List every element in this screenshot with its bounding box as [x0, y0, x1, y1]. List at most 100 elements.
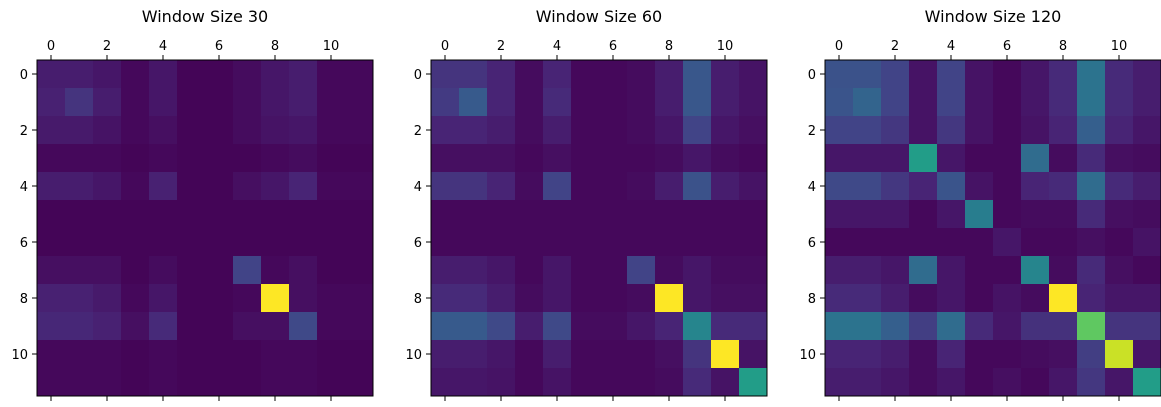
heatmap-panel-3: Window Size 120 0 2 4 6 8 10 0 2 4 6 8 10: [799, 7, 1161, 401]
heatmap-cell: [965, 228, 994, 257]
heatmap-cell: [739, 144, 768, 173]
heatmap-cell: [655, 60, 684, 89]
plot-frame: [824, 59, 1161, 397]
heatmap-cell: [571, 312, 600, 341]
heatmap-cell: [1105, 144, 1134, 173]
heatmap-cell: [683, 228, 712, 257]
heatmap-cell: [711, 256, 740, 285]
heatmap-cell: [1133, 172, 1161, 201]
heatmap-cell: [711, 284, 740, 313]
heatmap-cell: [93, 200, 122, 229]
heatmap-cell: [65, 312, 94, 341]
heatmap-cell: [627, 340, 656, 369]
heatmap-cell: [205, 172, 234, 201]
heatmap-cell: [1049, 172, 1078, 201]
heatmap-cell: [261, 368, 290, 397]
heatmap-cell: [881, 144, 910, 173]
heatmap-cell: [65, 200, 94, 229]
heatmap-cell: [345, 284, 374, 313]
x-tick-label: 0: [835, 39, 843, 54]
heatmap-cell: [345, 312, 374, 341]
heatmap-cell: [881, 200, 910, 229]
heatmap-cell: [965, 312, 994, 341]
heatmap-cell: [93, 368, 122, 397]
heatmap-cell: [487, 340, 516, 369]
heatmap-panel-1: Window Size 30 0 2 4 6 8 10 0 2 4 6 8 10: [11, 7, 374, 401]
chart-title: Window Size 30: [142, 7, 268, 26]
heatmap-cell: [1133, 312, 1161, 341]
y-tick-label: 8: [414, 292, 422, 307]
heatmap-cell: [655, 200, 684, 229]
heatmap-cell: [1077, 340, 1106, 369]
heatmap-cell: [711, 368, 740, 397]
heatmap-cell: [1021, 116, 1050, 145]
heatmap-cell: [825, 172, 854, 201]
x-tick-label: 6: [215, 39, 223, 54]
heatmap-cell: [459, 144, 488, 173]
heatmap-cell: [627, 284, 656, 313]
heatmap-cell: [177, 60, 206, 89]
heatmap-cell: [37, 144, 66, 173]
heatmap-cell: [121, 200, 150, 229]
heatmap-cell: [1133, 284, 1161, 313]
heatmap-cell: [627, 60, 656, 89]
heatmap-cell: [683, 256, 712, 285]
x-tick-label: 0: [47, 39, 55, 54]
heatmap-cell: [965, 368, 994, 397]
y-tick-label: 10: [799, 348, 816, 363]
heatmap-cell: [233, 116, 262, 145]
chart-title: Window Size 120: [925, 7, 1062, 26]
heatmap-cell: [1133, 116, 1161, 145]
heatmap-cell: [317, 172, 346, 201]
heatmap-cell: [1021, 228, 1050, 257]
heatmap-cell: [599, 256, 628, 285]
heatmap-cell: [739, 172, 768, 201]
heatmap-cell: [487, 228, 516, 257]
heatmap-cell: [459, 368, 488, 397]
heatmap-cell: [205, 116, 234, 145]
heatmap-cell: [431, 172, 460, 201]
heatmap-cell: [1049, 368, 1078, 397]
y-tick-label: 4: [414, 180, 422, 195]
x-tick-label: 2: [497, 39, 505, 54]
heatmap-cell: [93, 172, 122, 201]
heatmap-cell: [881, 312, 910, 341]
heatmap-cell: [345, 144, 374, 173]
heatmap-cell: [37, 256, 66, 285]
heatmap-cell: [345, 88, 374, 117]
heatmap-cell: [65, 340, 94, 369]
heatmap-cell: [65, 228, 94, 257]
heatmap-cell: [937, 116, 966, 145]
heatmap-cell: [317, 200, 346, 229]
heatmap-cell: [909, 88, 938, 117]
y-tick-label: 6: [808, 236, 816, 251]
heatmap-cell: [121, 144, 150, 173]
heatmap-cell: [345, 116, 374, 145]
heatmap-cell: [965, 284, 994, 313]
heatmap-cell: [1133, 144, 1161, 173]
heatmap-cell: [459, 340, 488, 369]
heatmap-cell: [149, 172, 178, 201]
heatmap-cell: [177, 284, 206, 313]
heatmap-cell: [177, 368, 206, 397]
heatmap-cell: [93, 228, 122, 257]
heatmap-cell: [1133, 88, 1161, 117]
heatmap-cell: [1077, 172, 1106, 201]
heatmap-cell: [655, 368, 684, 397]
heatmap-cell: [739, 256, 768, 285]
heatmap-cell: [37, 88, 66, 117]
heatmap-cell: [37, 116, 66, 145]
heatmap-cell: [571, 172, 600, 201]
y-tick-label: 2: [808, 124, 816, 139]
heatmap-cell: [177, 116, 206, 145]
y-tick-label: 2: [414, 124, 422, 139]
heatmap-cell: [993, 256, 1022, 285]
heatmap-cell: [937, 340, 966, 369]
heatmap-cell: [459, 116, 488, 145]
heatmap-cell: [683, 88, 712, 117]
heatmap-cell: [1049, 200, 1078, 229]
x-tick-label: 2: [103, 39, 111, 54]
heatmap-cell: [711, 88, 740, 117]
heatmap-cell: [543, 172, 572, 201]
